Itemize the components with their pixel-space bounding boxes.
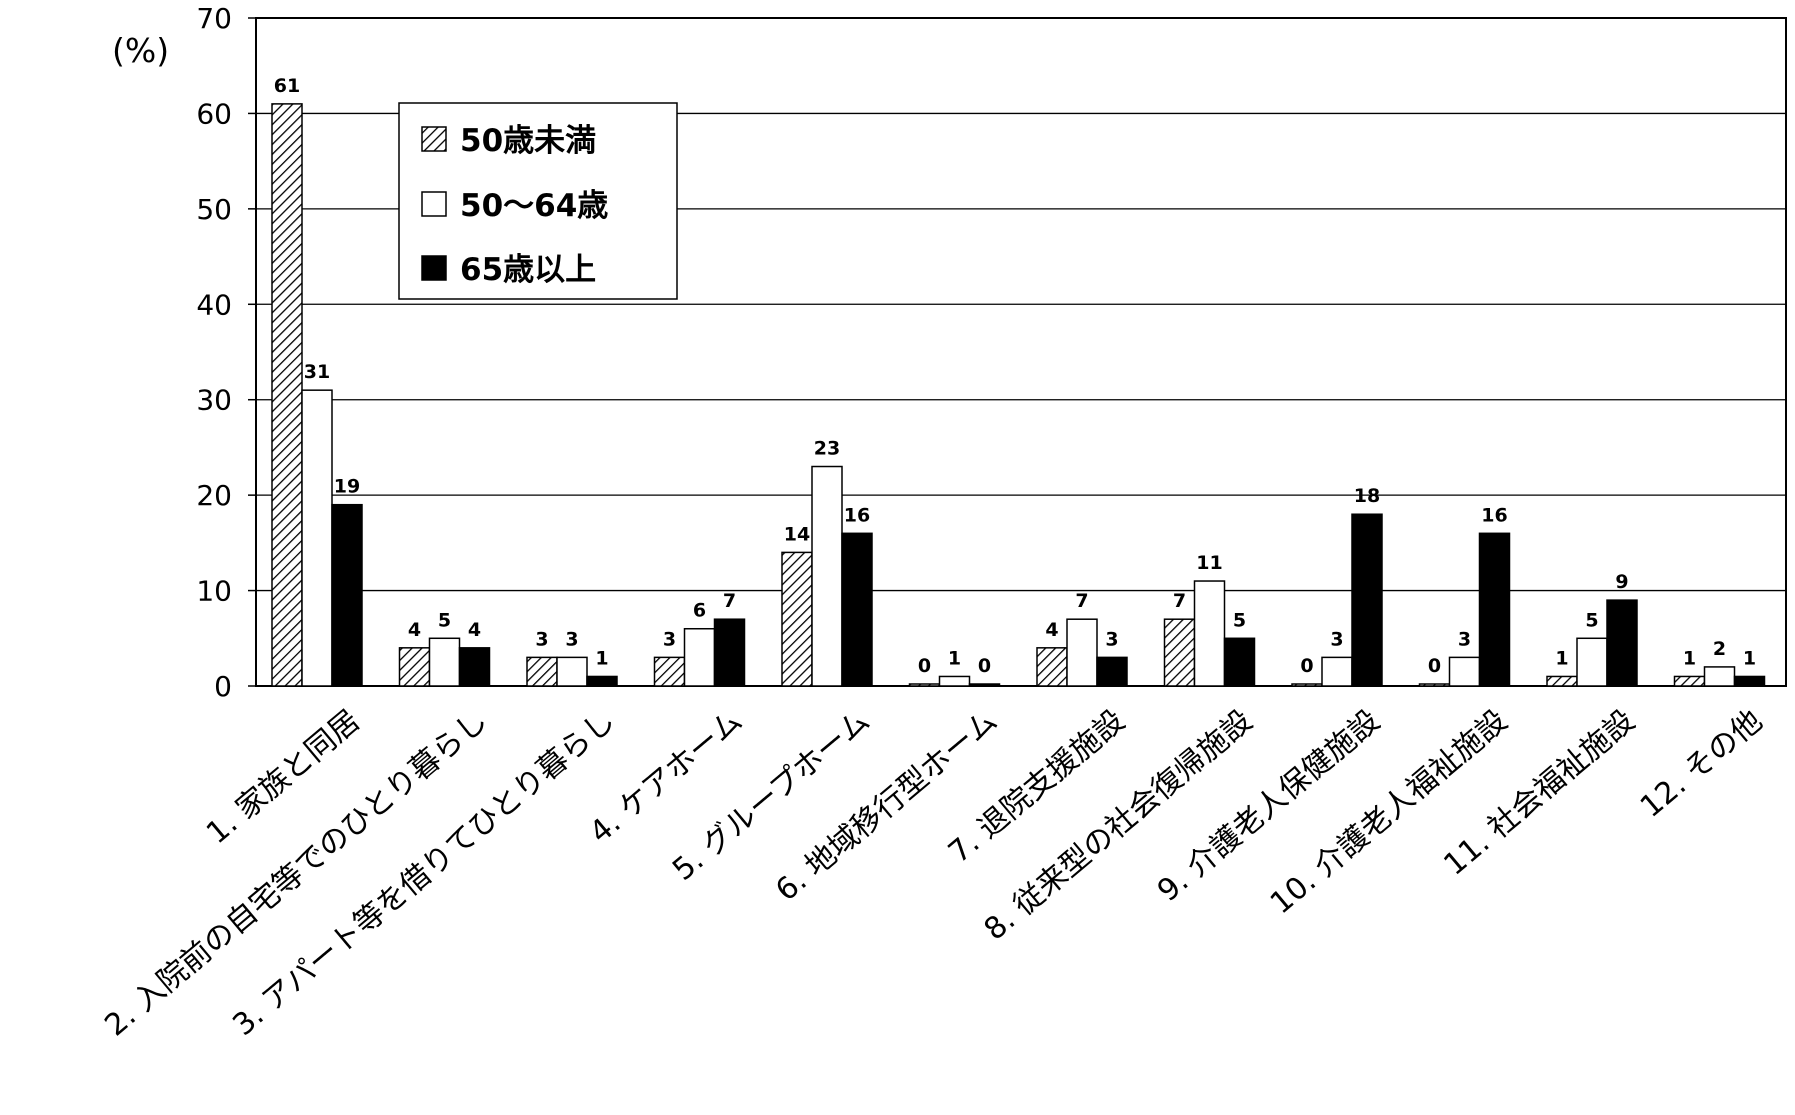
data-label: 5 bbox=[438, 609, 451, 631]
bar-2-cat-8 bbox=[1193, 580, 1226, 687]
y-tick-label: 50 bbox=[196, 193, 232, 226]
data-label: 7 bbox=[1075, 590, 1088, 612]
data-label: 31 bbox=[304, 361, 330, 383]
bar-2-cat-5 bbox=[811, 465, 843, 687]
bar-2-cat-6 bbox=[938, 675, 971, 687]
data-label: 0 bbox=[1428, 655, 1441, 677]
bar-2-cat-12 bbox=[1703, 666, 1736, 687]
bar-3-cat-11 bbox=[1606, 599, 1638, 687]
bar-1-cat-7 bbox=[1036, 647, 1068, 687]
category-label: 9. 介護老人保健施設 bbox=[1151, 703, 1387, 909]
data-label: 3 bbox=[1330, 628, 1343, 650]
bar-1-cat-4 bbox=[653, 656, 686, 687]
data-label: 0 bbox=[1300, 655, 1313, 677]
data-label: 3 bbox=[663, 628, 676, 650]
y-tick-label: 60 bbox=[196, 97, 232, 130]
bar-2-cat-9 bbox=[1321, 656, 1353, 687]
y-axis-ticks: 0 10 20 30 40 50 60 70 bbox=[196, 2, 256, 703]
data-label: 5 bbox=[1585, 609, 1598, 631]
data-label: 1 bbox=[948, 647, 961, 669]
bar-2-cat-1 bbox=[301, 389, 333, 687]
bar-3-cat-9 bbox=[1351, 513, 1383, 687]
plot-area-frame bbox=[255, 17, 1787, 687]
y-tick-label: 30 bbox=[196, 384, 232, 417]
y-axis-unit-label: (%) bbox=[112, 31, 169, 70]
data-label: 7 bbox=[723, 590, 736, 612]
bar-3-cat-1 bbox=[331, 503, 363, 687]
legend-swatch-65-plus bbox=[421, 255, 447, 281]
data-label: 5 bbox=[1233, 609, 1246, 631]
bar-1-cat-10 bbox=[1418, 683, 1451, 687]
category-label: 10. 介護老人福祉施設 bbox=[1264, 703, 1514, 921]
bar-3-cat-8 bbox=[1223, 637, 1256, 687]
bar-3-cat-12 bbox=[1733, 675, 1766, 687]
data-label: 1 bbox=[1555, 647, 1568, 669]
data-label: 3 bbox=[535, 628, 548, 650]
y-tick-label: 0 bbox=[214, 670, 232, 703]
bar-1-cat-3 bbox=[526, 656, 558, 687]
bar-2-cat-11 bbox=[1576, 637, 1608, 687]
data-label: 9 bbox=[1615, 571, 1628, 593]
legend-label-under-50: 50歳未満 bbox=[460, 123, 596, 159]
data-label: 2 bbox=[1713, 638, 1726, 660]
legend-swatch-under-50 bbox=[421, 126, 447, 152]
category-label: 6. 地域移行型ホーム bbox=[769, 703, 1004, 908]
y-tick-label: 20 bbox=[196, 479, 232, 512]
bar-2-cat-3 bbox=[556, 656, 588, 687]
data-label: 0 bbox=[978, 655, 991, 677]
bar-3-cat-10 bbox=[1478, 532, 1511, 687]
data-label: 1 bbox=[1743, 647, 1756, 669]
bar-3-cat-3 bbox=[586, 675, 618, 687]
data-label: 16 bbox=[1481, 504, 1507, 526]
bar-3-cat-5 bbox=[841, 532, 873, 687]
bar-2-cat-10 bbox=[1448, 656, 1481, 687]
bar-3-cat-2 bbox=[458, 647, 491, 687]
data-label: 19 bbox=[334, 476, 360, 498]
data-label: 7 bbox=[1173, 590, 1186, 612]
data-label: 4 bbox=[1045, 619, 1058, 641]
bar-1-cat-8 bbox=[1163, 618, 1196, 687]
y-tick-label: 10 bbox=[196, 575, 232, 608]
data-label: 3 bbox=[1105, 628, 1118, 650]
data-label: 3 bbox=[565, 628, 578, 650]
y-tick-label: 40 bbox=[196, 288, 232, 321]
data-label: 3 bbox=[1458, 628, 1471, 650]
data-label: 1 bbox=[595, 647, 608, 669]
bar-1-cat-12 bbox=[1673, 675, 1706, 687]
legend-label-50-64: 50～64歳 bbox=[460, 188, 608, 224]
bar-1-cat-6 bbox=[908, 683, 941, 687]
bar-3-cat-7 bbox=[1096, 656, 1128, 687]
bar-1-cat-1 bbox=[271, 103, 303, 687]
bars bbox=[271, 103, 1766, 687]
bar-2-cat-4 bbox=[683, 627, 716, 687]
data-label: 61 bbox=[274, 75, 300, 97]
bar-3-cat-4 bbox=[713, 618, 746, 687]
data-label: 11 bbox=[1196, 552, 1222, 574]
data-label: 23 bbox=[814, 438, 840, 460]
bar-1-cat-9 bbox=[1291, 683, 1323, 687]
category-label: 12. その他 bbox=[1634, 703, 1769, 824]
data-label: 4 bbox=[408, 619, 421, 641]
bar-1-cat-11 bbox=[1546, 675, 1578, 687]
data-label: 14 bbox=[784, 523, 810, 545]
legend: 50歳未満 50～64歳 65歳以上 bbox=[398, 102, 678, 300]
legend-label-65-plus: 65歳以上 bbox=[460, 252, 596, 288]
data-label: 0 bbox=[918, 655, 931, 677]
bar-2-cat-2 bbox=[428, 637, 461, 687]
data-label: 16 bbox=[844, 504, 870, 526]
bar-1-cat-2 bbox=[398, 647, 431, 687]
bar-3-cat-6 bbox=[968, 683, 1001, 687]
data-label: 18 bbox=[1354, 485, 1380, 507]
legend-swatch-50-64 bbox=[421, 191, 447, 217]
y-tick-label: 70 bbox=[196, 2, 232, 35]
data-label: 6 bbox=[693, 600, 706, 622]
data-label: 4 bbox=[468, 619, 481, 641]
bar-2-cat-7 bbox=[1066, 618, 1098, 687]
bar-1-cat-5 bbox=[781, 551, 813, 687]
data-label: 1 bbox=[1683, 647, 1696, 669]
